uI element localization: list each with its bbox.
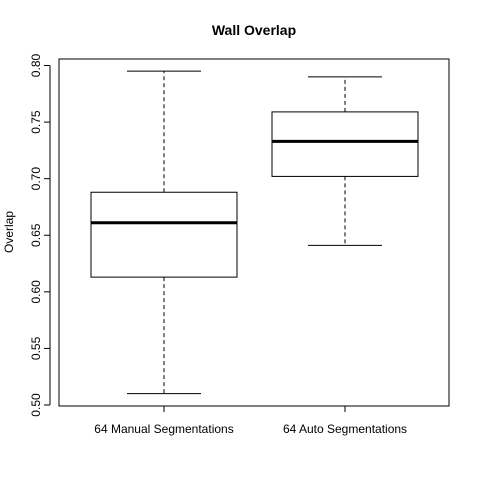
x-axis: 64 Manual Segmentations 64 Auto Segmentat… (94, 406, 407, 436)
interquartile-box (271, 111, 419, 177)
chart-title: Wall Overlap (212, 22, 296, 38)
y-tick-label: 0.55 (29, 336, 43, 360)
y-axis: 0.50 0.55 0.60 0.65 0.70 0.75 0.80 (29, 53, 51, 417)
y-tick-label: 0.75 (29, 110, 43, 134)
y-tick-label: 0.65 (29, 223, 43, 247)
box-1 (90, 70, 238, 395)
x-tick-label: 64 Auto Segmentations (283, 422, 407, 436)
y-tick-label: 0.60 (29, 280, 43, 304)
interquartile-box (90, 191, 238, 278)
boxes (90, 70, 419, 395)
plot-border (58, 58, 450, 407)
box-2 (271, 76, 419, 246)
y-tick-label: 0.80 (29, 53, 43, 77)
plot-frame (58, 58, 450, 407)
x-tick-label: 64 Manual Segmentations (94, 422, 233, 436)
y-axis-label: Overlap (2, 211, 16, 253)
y-tick-label: 0.50 (29, 393, 43, 417)
y-tick-label: 0.70 (29, 167, 43, 191)
